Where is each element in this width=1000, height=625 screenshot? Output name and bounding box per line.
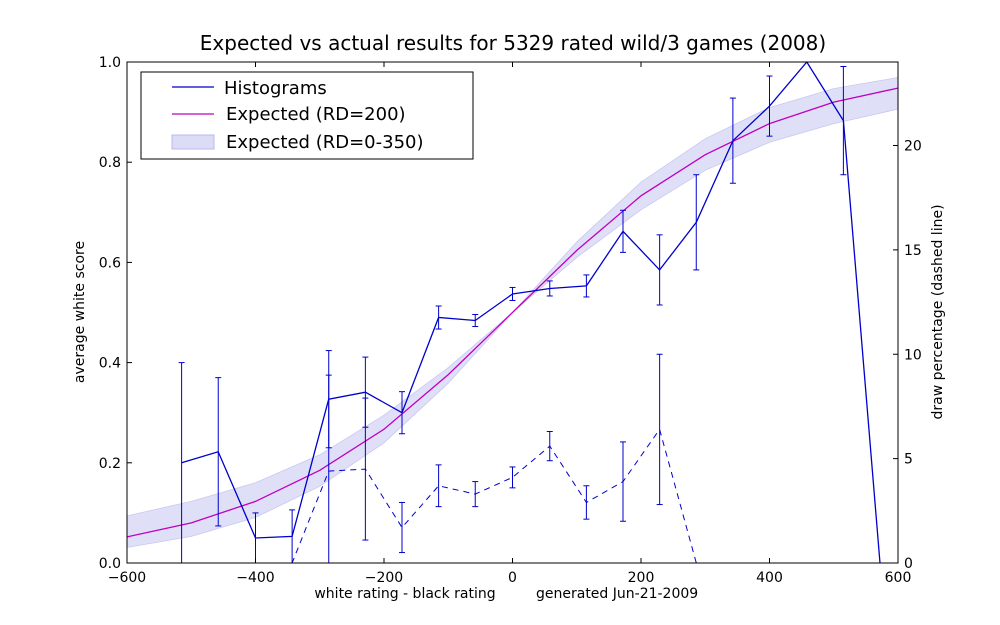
legend-swatch-expected-band: [171, 134, 215, 150]
y-tick-label: 0.4: [99, 356, 121, 372]
y-axis-label: average white score: [72, 241, 88, 383]
x-tick-label: −200: [365, 570, 403, 586]
y-tick-label: 0.2: [99, 456, 121, 472]
y-tick-label: 0.6: [99, 255, 121, 271]
y2-tick-label: 15: [904, 243, 922, 259]
histogram-line: [181, 62, 881, 563]
plot-clipped-group: [127, 62, 898, 563]
x-tick-label: −400: [236, 570, 274, 586]
legend: Histograms Expected (RD=200) Expected (R…: [140, 71, 474, 160]
y2-tick-label: 5: [904, 452, 913, 468]
x-axis-label: white rating - black rating: [314, 586, 495, 602]
chart-title: Expected vs actual results for 5329 rate…: [200, 31, 826, 55]
generated-date-note: generated Jun-21-2009: [536, 586, 698, 602]
x-tick-label: −600: [108, 570, 146, 586]
plot-area: [127, 62, 898, 564]
y-tick-label: 0.8: [99, 155, 121, 171]
legend-label-expected-band: Expected (RD=0-350): [226, 132, 424, 153]
y-tick-label: 1.0: [99, 55, 121, 71]
y2-tick-label: 10: [904, 347, 922, 363]
draw-percentage-line: [181, 428, 880, 563]
y-tick-label: 0.0: [99, 556, 121, 572]
axes: −600 −400 −200 0 200 400 6000.00.20.40.60.81.0…: [99, 55, 922, 586]
x-tick-label: 200: [628, 570, 655, 586]
legend-label-histograms: Histograms: [224, 78, 327, 99]
y2-tick-label: 20: [904, 139, 922, 155]
x-tick-label: 400: [756, 570, 783, 586]
y2-tick-label: 0: [904, 556, 913, 572]
legend-label-expected-rd200: Expected (RD=200): [226, 104, 406, 125]
secondary-y-axis-label: draw percentage (dashed line): [930, 204, 946, 419]
x-tick-label: 600: [885, 570, 912, 586]
x-tick-label: 0: [508, 570, 517, 586]
